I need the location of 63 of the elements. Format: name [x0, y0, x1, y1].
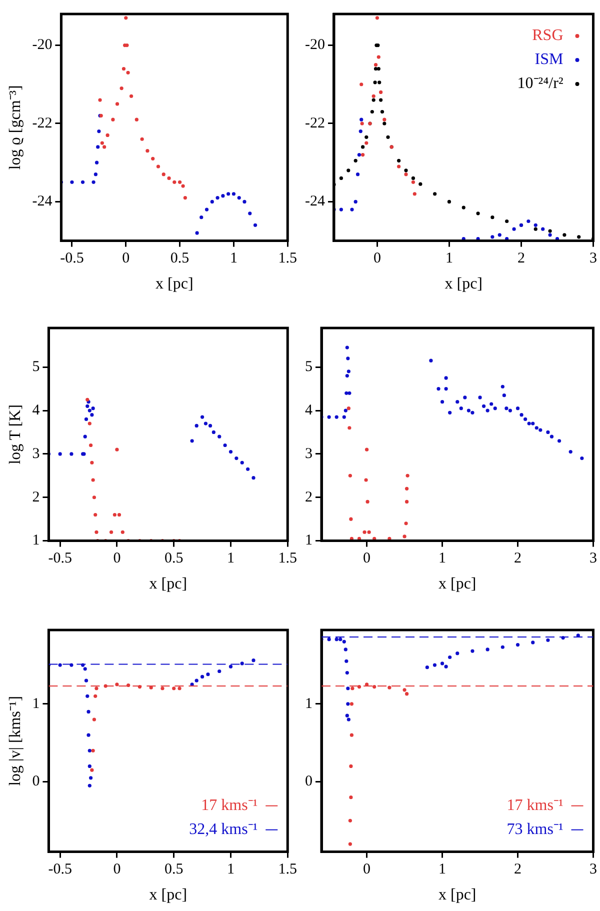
- x-axis-title: x [pc]: [149, 886, 188, 904]
- y-tick-label: 1: [305, 532, 312, 549]
- y-tick-label: -20: [32, 37, 52, 54]
- x-tick-label: 1: [226, 862, 234, 878]
- x-tick-label: 1: [445, 250, 453, 267]
- y-axis-title: log T [K]: [6, 404, 24, 464]
- legend-label: ISM: [534, 51, 564, 68]
- x-tick-label: 1.5: [278, 550, 297, 567]
- x-tick-label: 0.5: [170, 250, 190, 267]
- y-tick-label: 2: [305, 489, 312, 506]
- y-tick-label: 2: [32, 489, 40, 506]
- y-tick-label: 3: [32, 446, 40, 462]
- y-tick-label: 5: [32, 359, 40, 376]
- x-tick-label: 0: [373, 250, 381, 267]
- y-tick-label: 4: [305, 402, 313, 418]
- x-tick-label: 2: [514, 550, 522, 567]
- x-tick-label: 1: [230, 250, 238, 267]
- x-tick-label: 3: [590, 862, 597, 878]
- x-tick-label: -0.5: [48, 862, 72, 878]
- x-tick-label: 3: [590, 250, 597, 267]
- y-tick-label: 1: [305, 696, 312, 712]
- x-tick-label: 0.5: [164, 550, 184, 567]
- legend-label: 17 kms⁻¹: [201, 797, 258, 814]
- x-axis-title: x [pc]: [149, 576, 188, 593]
- y-tick-label: 4: [32, 402, 40, 418]
- x-tick-label: 1: [438, 550, 446, 567]
- y-tick-label: -24: [32, 194, 53, 210]
- x-tick-label: -0.5: [60, 250, 84, 267]
- x-tick-label: 1: [226, 550, 234, 567]
- x-axis-title: x [pc]: [156, 276, 194, 293]
- y-axis-title: log |v| [kms⁻¹]: [6, 696, 24, 786]
- x-tick-label: -0.5: [48, 550, 72, 567]
- x-tick-label: 3: [590, 550, 597, 567]
- y-tick-label: -24: [304, 194, 326, 210]
- x-tick-label: 1.5: [278, 250, 297, 267]
- legend-label: 32,4 kms⁻¹: [189, 821, 258, 838]
- y-tick-label: -20: [304, 37, 325, 54]
- x-axis-title: x [pc]: [438, 576, 476, 593]
- y-tick-label: 0: [32, 774, 40, 790]
- y-axis-title: log ϱ [gcm⁻³]: [6, 85, 24, 170]
- x-tick-label: 0: [363, 550, 371, 567]
- x-tick-label: 2: [517, 250, 525, 267]
- x-axis-title: x [pc]: [438, 886, 476, 904]
- x-tick-label: 2: [514, 862, 522, 878]
- y-tick-label: 1: [32, 696, 40, 712]
- x-tick-label: 0: [363, 862, 371, 878]
- legend-label: 73 kms⁻¹: [506, 821, 564, 838]
- legend-label: 10⁻²⁴/r²: [517, 75, 564, 92]
- legend-label: 17 kms⁻¹: [506, 797, 564, 814]
- x-tick-label: 0: [113, 550, 121, 567]
- x-tick-label: 0: [113, 862, 121, 878]
- y-tick-label: 0: [305, 774, 312, 790]
- y-tick-label: 1: [32, 532, 40, 549]
- y-tick-label: 3: [305, 446, 312, 462]
- x-tick-label: 0.5: [164, 862, 184, 878]
- legend-label: RSG: [532, 27, 564, 44]
- x-tick-label: 1: [438, 862, 446, 878]
- x-axis-title: x [pc]: [444, 276, 483, 293]
- y-tick-label: -22: [304, 115, 325, 132]
- x-tick-label: 0: [122, 250, 130, 267]
- x-tick-label: 1.5: [278, 862, 297, 878]
- y-tick-label: 5: [305, 359, 312, 376]
- y-tick-label: -22: [32, 115, 52, 132]
